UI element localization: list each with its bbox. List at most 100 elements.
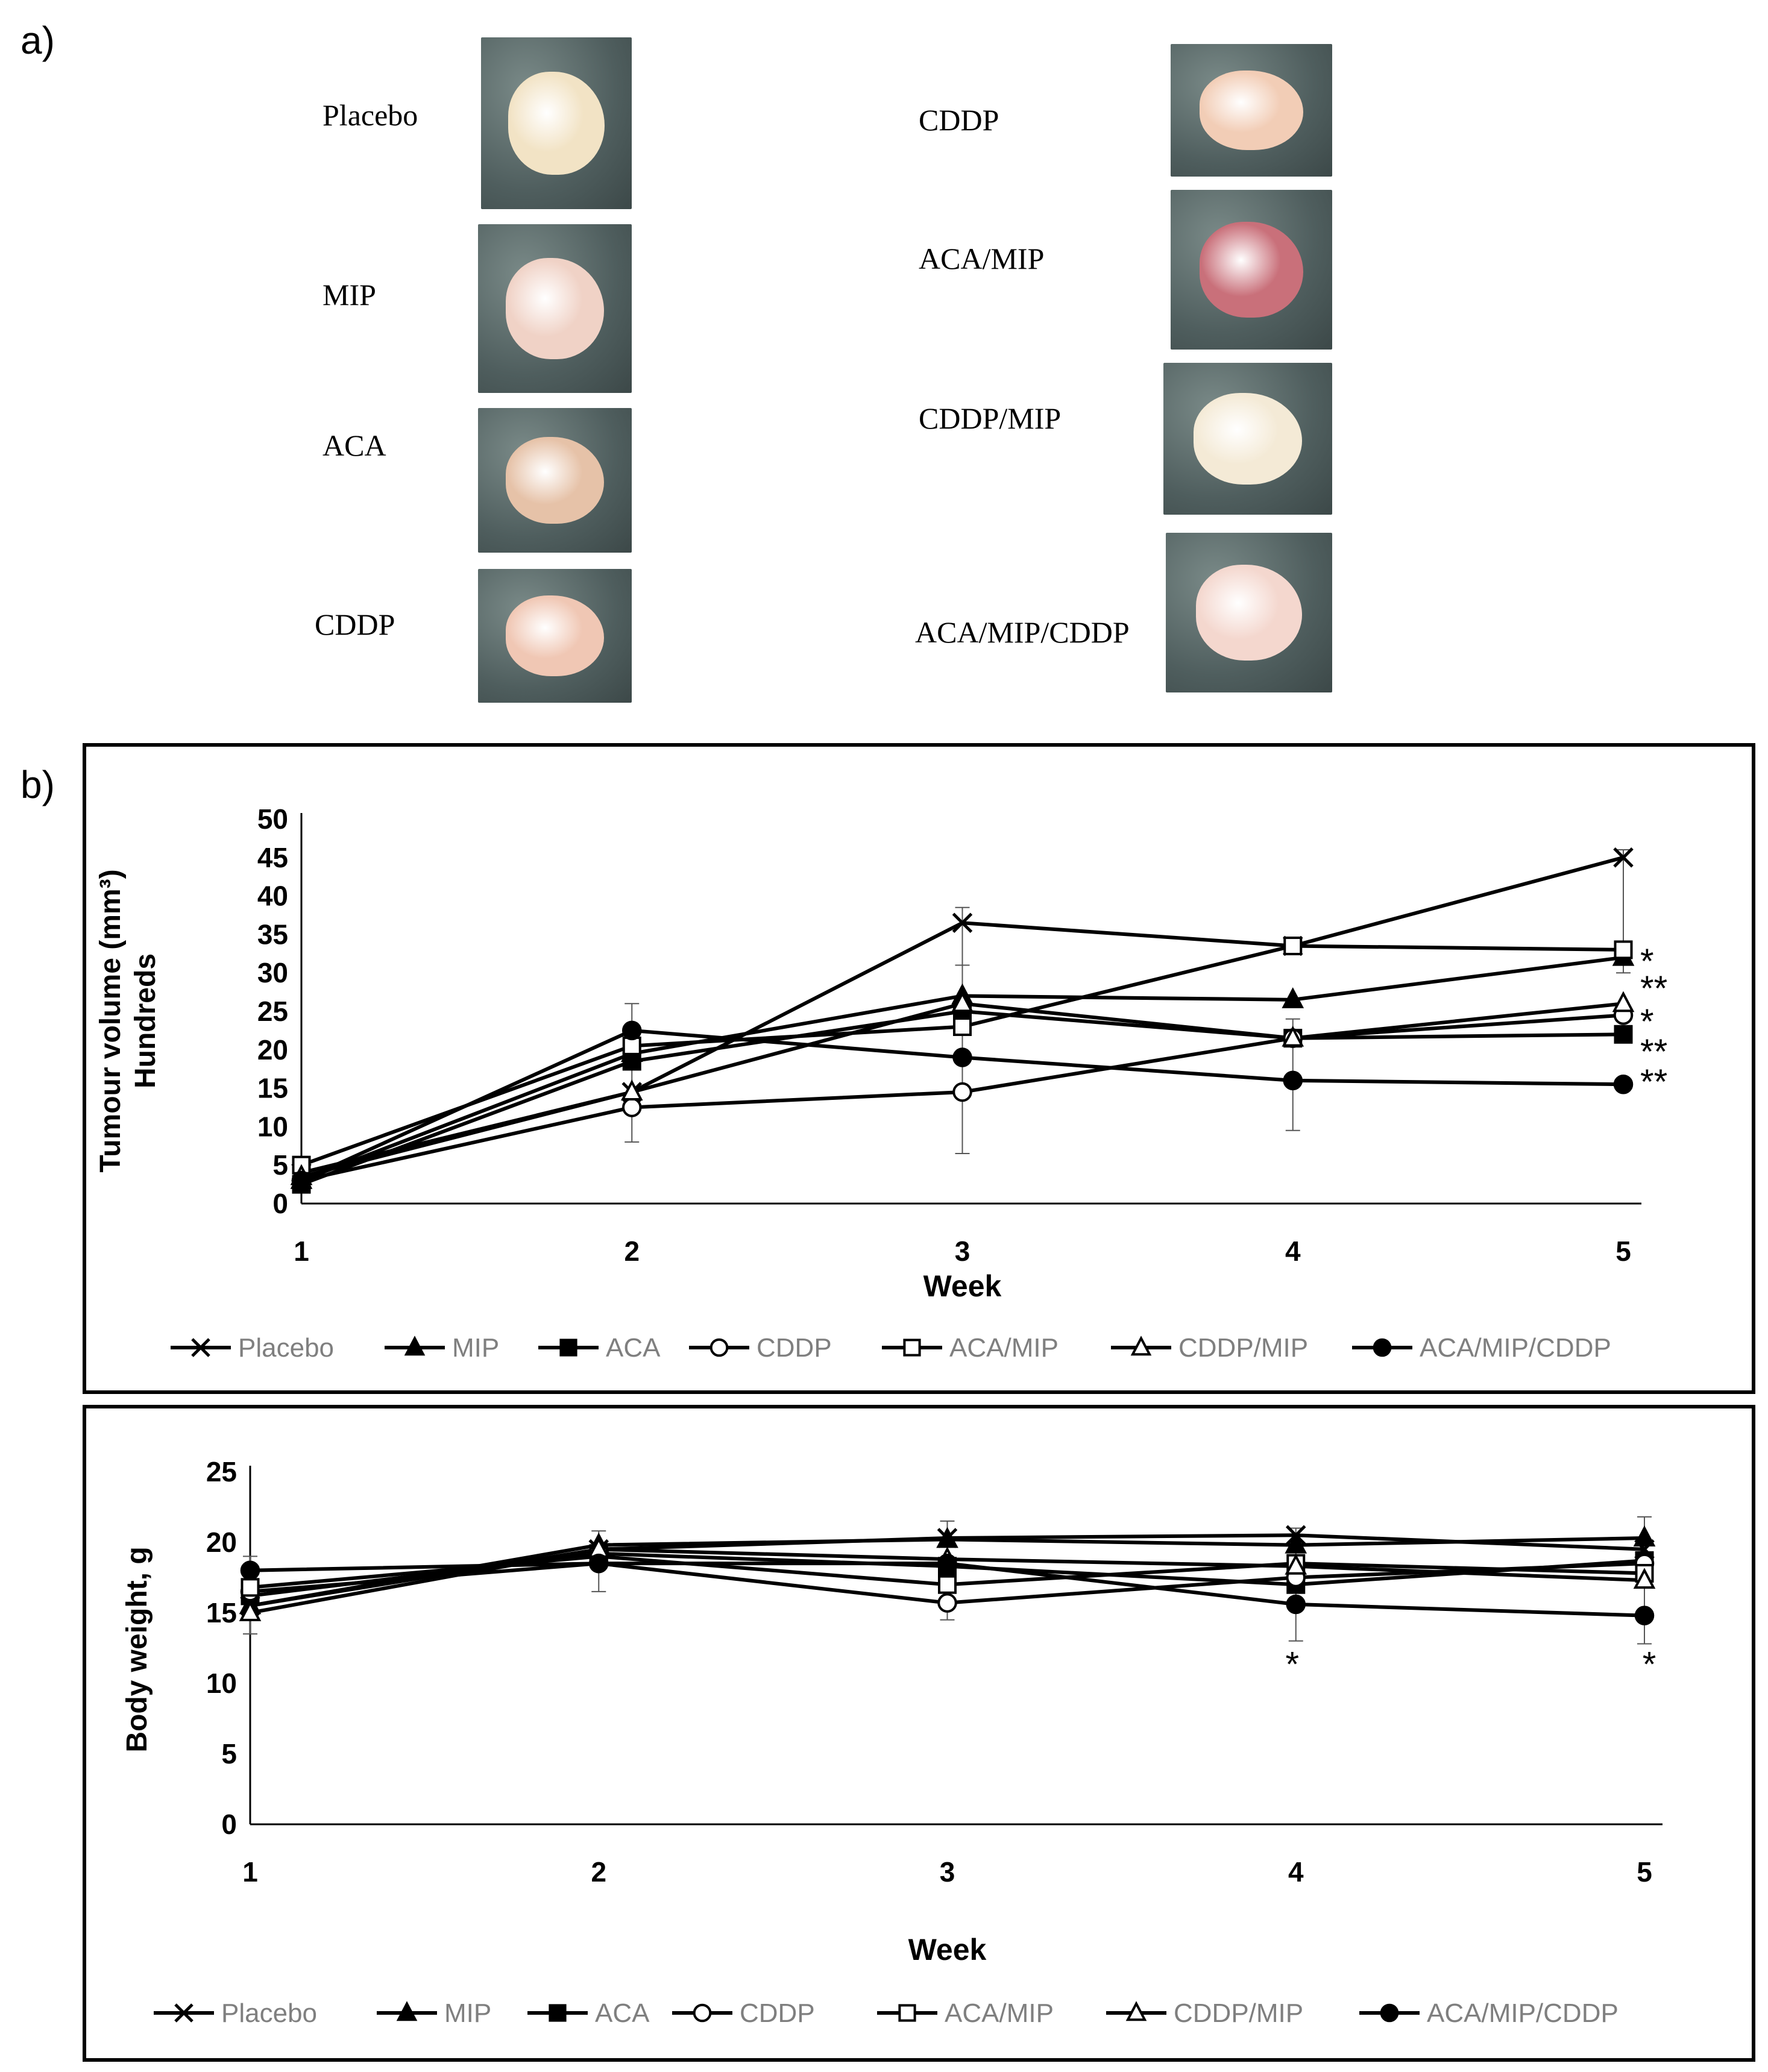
y-tick-label: 5 bbox=[221, 1738, 237, 1769]
tumour-photo-aca-mip bbox=[1171, 190, 1332, 350]
data-point-cddp-mip bbox=[1282, 1025, 1304, 1047]
tumour-photo-placebo bbox=[481, 37, 632, 209]
x-tick-label: 5 bbox=[1637, 1856, 1652, 1888]
data-point-mip bbox=[1282, 987, 1304, 1008]
significance-annotation: * bbox=[1640, 942, 1654, 981]
data-point-aca-mip-cddp bbox=[1283, 1070, 1303, 1091]
y-tick-label: 0 bbox=[272, 1188, 288, 1219]
data-point-cddp-mip bbox=[1612, 991, 1635, 1012]
y-tick-label: 25 bbox=[206, 1456, 237, 1487]
tumour-tissue bbox=[505, 437, 605, 524]
data-point-cddp bbox=[937, 1593, 957, 1613]
legend-label: CDDP bbox=[740, 1998, 815, 2028]
data-point-placebo-b bbox=[1613, 847, 1634, 868]
legend-marker-b bbox=[174, 2003, 193, 2023]
data-point-cddp-mip bbox=[1633, 1568, 1656, 1589]
tumour-tissue bbox=[1195, 565, 1303, 661]
y-tick-label: 0 bbox=[221, 1809, 237, 1840]
data-point-aca-mip bbox=[953, 1017, 972, 1037]
data-point-cddp-mip bbox=[239, 1600, 262, 1621]
legend-marker bbox=[1373, 1338, 1392, 1357]
photo-label-aca-mip-cddp: ACA/MIP/CDDP bbox=[915, 615, 1130, 649]
legend-label: ACA bbox=[606, 1333, 661, 1363]
legend-marker bbox=[396, 2001, 418, 2021]
tumour-photo-mip bbox=[478, 224, 632, 393]
x-tick-label: 2 bbox=[591, 1856, 606, 1888]
legend-label: Placebo bbox=[221, 1998, 317, 2028]
x-tick-label: 4 bbox=[1285, 1235, 1301, 1267]
data-point-aca-mip-cddp bbox=[937, 1553, 957, 1574]
significance-annotation: ** bbox=[1640, 1063, 1667, 1102]
y-tick-label: 20 bbox=[257, 1034, 288, 1066]
data-point-cddp-mip bbox=[951, 991, 974, 1012]
legend-marker bbox=[898, 2004, 916, 2022]
legend-marker bbox=[404, 1336, 426, 1356]
legend-label: CDDP bbox=[757, 1333, 832, 1363]
x-tick-label: 4 bbox=[1288, 1856, 1304, 1888]
legend-marker bbox=[693, 2003, 712, 2023]
legend-marker bbox=[559, 1339, 577, 1357]
y-tick-label: 5 bbox=[272, 1149, 288, 1181]
data-point-cddp bbox=[952, 1082, 972, 1102]
x-tick-label: 3 bbox=[955, 1235, 971, 1267]
legend-label: Placebo bbox=[238, 1333, 334, 1363]
tumour-photo-aca bbox=[478, 408, 632, 553]
tumour-tissue bbox=[505, 595, 605, 676]
tumour-tissue bbox=[1200, 71, 1303, 150]
data-point-aca-mip bbox=[241, 1578, 260, 1597]
panel-b-letter: b) bbox=[20, 763, 55, 806]
photo-label-aca-mip: ACA/MIP bbox=[919, 242, 1045, 275]
y-axis-label: Hundreds bbox=[130, 953, 162, 1088]
significance-annotation: * bbox=[1643, 1645, 1656, 1684]
legend-marker-b bbox=[191, 1338, 210, 1357]
data-point-aca-mip-cddp bbox=[1634, 1606, 1655, 1625]
data-point-aca bbox=[622, 1052, 641, 1071]
data-point-aca-mip-cddp bbox=[1613, 1074, 1634, 1094]
tumour-photo-cddp-mip bbox=[1163, 363, 1332, 515]
significance-annotation: * bbox=[1640, 1002, 1654, 1041]
data-point-cddp-mip bbox=[620, 1079, 643, 1100]
tumour-volume-chart-frame bbox=[83, 743, 1755, 1394]
legend-label: ACA/MIP/CDDP bbox=[1427, 1998, 1619, 2028]
tumour-tissue bbox=[505, 258, 605, 359]
significance-annotation: ** bbox=[1640, 969, 1667, 1008]
data-point-mip bbox=[1633, 1525, 1656, 1546]
y-axis-label: Body weight, g bbox=[121, 1546, 153, 1752]
y-tick-label: 20 bbox=[206, 1527, 237, 1558]
y-tick-label: 25 bbox=[257, 996, 288, 1027]
legend-label: ACA/MIP/CDDP bbox=[1420, 1333, 1611, 1363]
legend-label: MIP bbox=[452, 1333, 499, 1363]
data-point-aca-mip-cddp bbox=[240, 1560, 260, 1581]
photo-label-mip: MIP bbox=[322, 278, 376, 312]
data-point-cddp-mip bbox=[1285, 1553, 1307, 1575]
y-tick-label: 10 bbox=[257, 1111, 288, 1142]
body-weight-chart: 0 5 10 15 20 25 1 2 3 4 5 Week Body weight, g Placebo… bbox=[121, 1456, 1663, 2028]
body-weight-chart-frame bbox=[83, 1405, 1755, 2062]
panel-a-letter: a) bbox=[20, 19, 55, 62]
data-point-aca-mip bbox=[622, 1036, 641, 1055]
y-tick-label: 15 bbox=[206, 1597, 237, 1628]
photo-label-cddp-right: CDDP bbox=[919, 103, 999, 137]
data-point-aca-mip-cddp bbox=[952, 1047, 972, 1067]
y-tick-label: 40 bbox=[257, 881, 288, 912]
photo-label-aca: ACA bbox=[322, 429, 386, 462]
data-point-cddp bbox=[622, 1097, 642, 1117]
x-tick-label: 2 bbox=[624, 1235, 640, 1267]
photo-label-placebo: Placebo bbox=[322, 98, 418, 132]
x-tick-label: 1 bbox=[294, 1235, 309, 1267]
tumour-tissue bbox=[1200, 222, 1303, 318]
photo-label-cddp-mip: CDDP/MIP bbox=[919, 401, 1062, 435]
legend-marker bbox=[1125, 2001, 1147, 2021]
x-axis-label: Week bbox=[908, 1933, 987, 1967]
data-point-aca-mip bbox=[938, 1575, 957, 1594]
tumour-photo-cddp-left bbox=[478, 569, 632, 703]
data-point-aca-mip-cddp bbox=[1286, 1594, 1306, 1615]
legend-marker bbox=[1380, 2003, 1399, 2023]
data-point-mip bbox=[1285, 1532, 1307, 1554]
y-tick-label: 50 bbox=[257, 803, 288, 835]
x-tick-label: 5 bbox=[1615, 1235, 1631, 1267]
legend-label: CDDP/MIP bbox=[1174, 1998, 1303, 2028]
data-point-aca-mip bbox=[1614, 940, 1633, 959]
data-point-aca-mip-cddp bbox=[589, 1553, 609, 1574]
